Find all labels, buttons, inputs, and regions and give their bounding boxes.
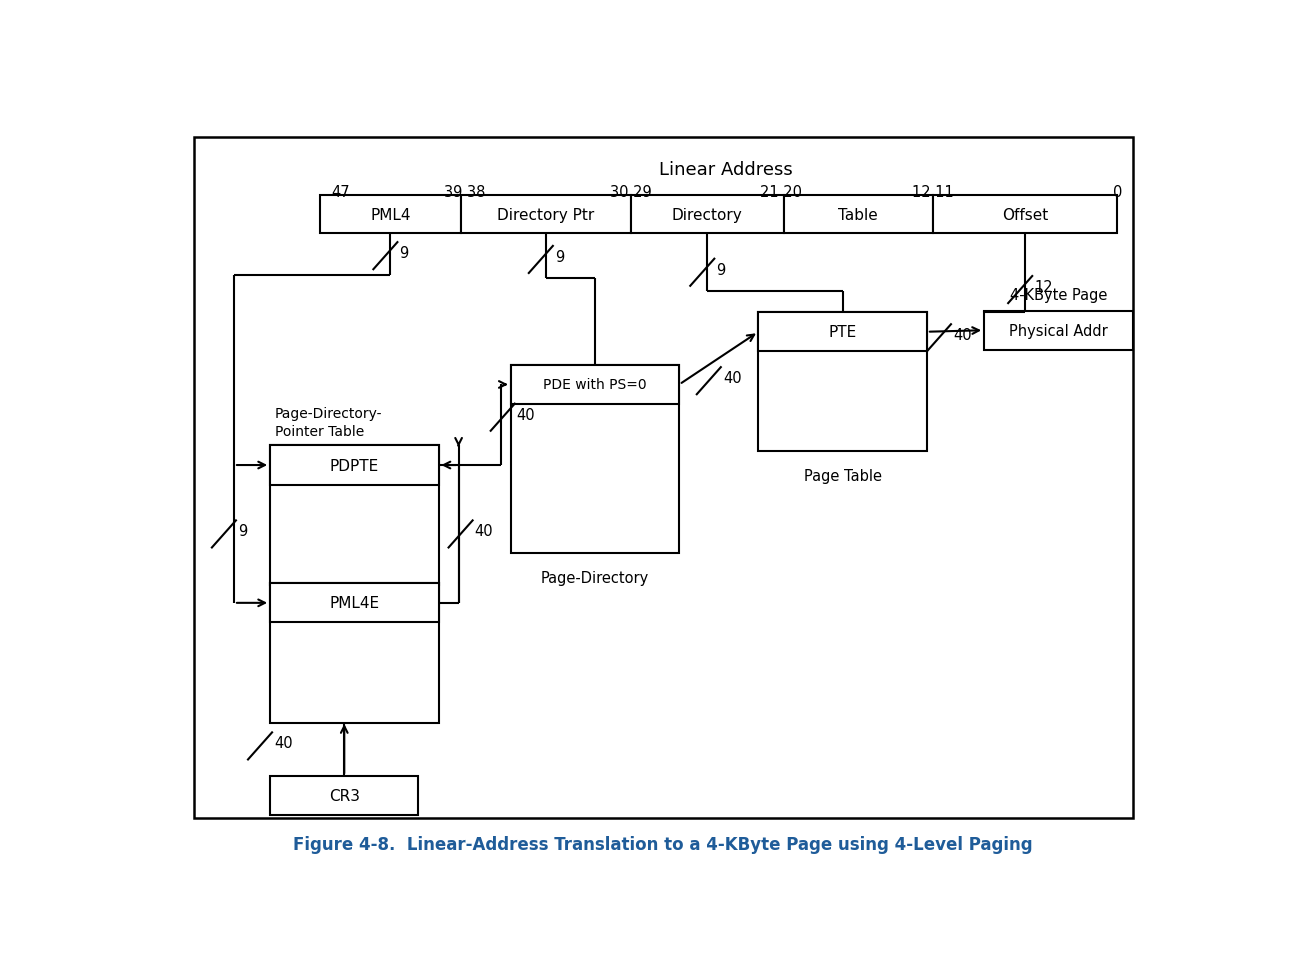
Text: 40: 40	[723, 371, 741, 386]
Text: 4-KByte Page: 4-KByte Page	[1009, 287, 1106, 302]
FancyBboxPatch shape	[270, 777, 418, 816]
Text: Table: Table	[839, 207, 879, 223]
FancyBboxPatch shape	[270, 583, 439, 723]
Text: Linear Address: Linear Address	[660, 161, 793, 179]
Text: 40: 40	[475, 524, 493, 539]
FancyBboxPatch shape	[511, 365, 679, 404]
FancyBboxPatch shape	[985, 312, 1132, 351]
Text: Page-Directory: Page-Directory	[541, 571, 650, 585]
Text: 9: 9	[717, 263, 726, 277]
FancyBboxPatch shape	[320, 196, 461, 234]
Text: 40: 40	[274, 736, 292, 750]
Text: Page-Directory-
Pointer Table: Page-Directory- Pointer Table	[276, 406, 383, 439]
Text: 9: 9	[238, 524, 247, 539]
FancyBboxPatch shape	[758, 313, 927, 352]
FancyBboxPatch shape	[270, 446, 439, 486]
Text: 0: 0	[1113, 185, 1122, 200]
FancyBboxPatch shape	[631, 196, 784, 234]
Text: PML4: PML4	[370, 207, 410, 223]
Text: 9: 9	[555, 250, 564, 265]
Text: Directory: Directory	[672, 207, 743, 223]
Text: Page Table: Page Table	[804, 469, 881, 484]
Text: Directory Ptr: Directory Ptr	[497, 207, 594, 223]
FancyBboxPatch shape	[270, 583, 439, 622]
Text: 40: 40	[516, 407, 536, 422]
Text: 21 20: 21 20	[760, 185, 801, 200]
Text: CR3: CR3	[329, 788, 360, 803]
Text: PTE: PTE	[828, 325, 857, 340]
Text: 30 29: 30 29	[611, 185, 652, 200]
Text: PDE with PS=0: PDE with PS=0	[543, 378, 647, 392]
Text: 12 11: 12 11	[912, 185, 954, 200]
Text: 12: 12	[1034, 279, 1053, 295]
Text: 40: 40	[952, 328, 972, 343]
Text: 47: 47	[331, 185, 349, 200]
FancyBboxPatch shape	[784, 196, 933, 234]
Text: Physical Addr: Physical Addr	[1009, 323, 1108, 338]
Text: 9: 9	[400, 246, 409, 261]
Text: 39 38: 39 38	[444, 185, 485, 200]
Text: PDPTE: PDPTE	[330, 458, 379, 473]
Text: PML4E: PML4E	[329, 596, 379, 611]
FancyBboxPatch shape	[194, 138, 1132, 819]
FancyBboxPatch shape	[461, 196, 631, 234]
FancyBboxPatch shape	[270, 446, 439, 585]
FancyBboxPatch shape	[758, 313, 927, 452]
FancyBboxPatch shape	[933, 196, 1118, 234]
FancyBboxPatch shape	[511, 365, 679, 554]
Text: Offset: Offset	[1002, 207, 1048, 223]
Text: Figure 4-8.  Linear-Address Translation to a 4-KByte Page using 4-Level Paging: Figure 4-8. Linear-Address Translation t…	[294, 835, 1033, 853]
